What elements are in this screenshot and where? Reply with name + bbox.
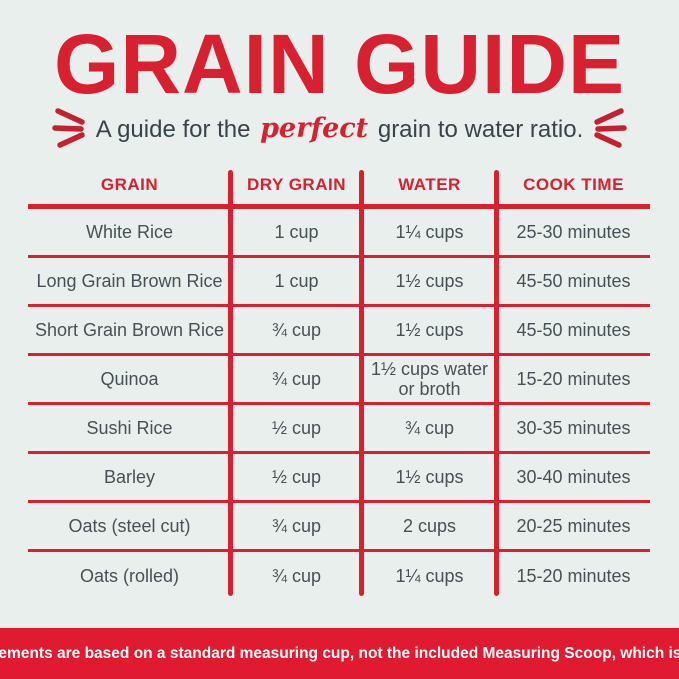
water-cell: 1½ cups (395, 466, 464, 487)
column-header-cook-time: COOK TIME (523, 174, 624, 194)
water-cell: 1¼ cups (395, 221, 464, 242)
grain-cell: Barley (103, 466, 156, 487)
table-row: Oats (steel cut) ¾ cup 2 cups 20-25 minu… (28, 503, 650, 552)
column-header-grain: GRAIN (100, 174, 159, 194)
water-cell: 1½ cups (395, 270, 464, 291)
subtitle-row: A guide for the perfect grain to water r… (0, 104, 679, 152)
water-cell: 1¼ cups (395, 566, 464, 587)
dry-grain-cell: ¾ cup (271, 368, 322, 389)
column-divider (494, 170, 499, 596)
cook-time-cell: 30-35 minutes (516, 417, 631, 438)
column-header-water: WATER (398, 174, 461, 194)
cook-time-cell: 45-50 minutes (516, 270, 631, 291)
table-row: Quinoa ¾ cup 1½ cups water or broth 15-2… (28, 356, 650, 405)
water-cell: 1½ cups (395, 319, 464, 340)
cook-time-cell: 20-25 minutes (516, 515, 631, 536)
water-cell: ¾ cup (404, 417, 455, 438)
subtitle-prefix: A guide for the (95, 115, 251, 143)
subtitle-text: A guide for the perfect grain to water r… (96, 113, 584, 144)
water-cell: 1½ cups water or broth (370, 358, 489, 399)
cook-time-cell: 45-50 minutes (516, 319, 631, 340)
grain-cell: Oats (rolled) (79, 566, 180, 587)
table-row: Barley ½ cup 1½ cups 30-40 minutes (28, 454, 650, 503)
grain-cell: Short Grain Brown Rice (34, 319, 225, 340)
grain-cell: Sushi Rice (86, 417, 173, 438)
column-divider (359, 170, 364, 596)
column-header-dry-grain: DRY GRAIN (247, 174, 346, 194)
dry-grain-cell: ½ cup (271, 417, 322, 438)
table-row: White Rice 1 cup 1¼ cups 25-30 minutes (28, 209, 650, 258)
cook-time-cell: 15-20 minutes (516, 566, 631, 587)
table-header-row: GRAIN DRY GRAIN WATER COOK TIME (28, 165, 650, 209)
table-row: Long Grain Brown Rice 1 cup 1½ cups 45-5… (28, 258, 650, 307)
table-row: Sushi Rice ½ cup ¾ cup 30-35 minutes (28, 405, 650, 454)
page-title: GRAIN GUIDE (53, 17, 626, 111)
footer-banner: Measurements are based on a standard mea… (0, 628, 679, 679)
column-divider (228, 170, 233, 596)
table-body: White Rice 1 cup 1¼ cups 25-30 minutes L… (28, 209, 650, 601)
grain-cell: Long Grain Brown Rice (36, 270, 223, 291)
dry-grain-cell: ½ cup (271, 466, 322, 487)
water-cell: 2 cups (402, 515, 457, 536)
dry-grain-cell: 1 cup (274, 221, 319, 242)
table-row: Short Grain Brown Rice ¾ cup 1½ cups 45-… (28, 307, 650, 356)
cook-time-cell: 15-20 minutes (516, 368, 631, 389)
footer-note: Measurements are based on a standard mea… (0, 644, 679, 662)
grain-cell: White Rice (85, 221, 174, 242)
subtitle-highlight-word: perfect (260, 112, 369, 144)
grain-cell: Quinoa (100, 368, 159, 389)
emphasis-burst-right-icon (593, 107, 628, 149)
grain-cell: Oats (steel cut) (68, 515, 191, 536)
cook-time-cell: 30-40 minutes (516, 466, 631, 487)
emphasis-burst-left-icon (51, 107, 86, 149)
dry-grain-cell: ¾ cup (271, 566, 322, 587)
table-row: Oats (rolled) ¾ cup 1¼ cups 15-20 minute… (28, 552, 650, 601)
grain-guide-table: GRAIN DRY GRAIN WATER COOK TIME White Ri… (28, 165, 650, 601)
dry-grain-cell: ¾ cup (271, 319, 322, 340)
subtitle-suffix: grain to water ratio. (377, 115, 584, 143)
dry-grain-cell: 1 cup (274, 270, 319, 291)
cook-time-cell: 25-30 minutes (516, 221, 631, 242)
dry-grain-cell: ¾ cup (271, 515, 322, 536)
